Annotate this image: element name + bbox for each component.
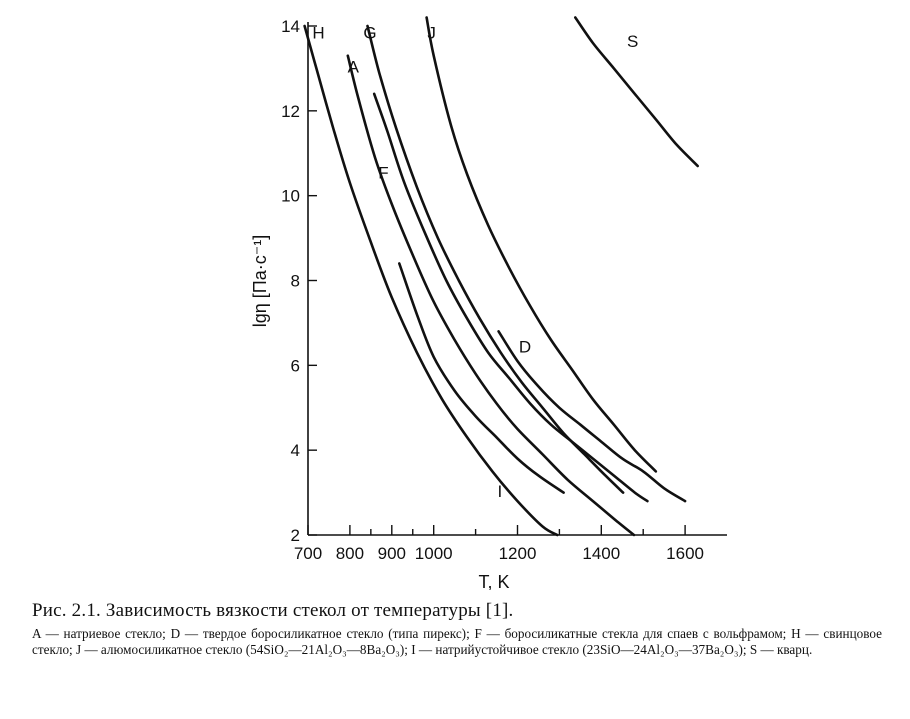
curve-label-G: G bbox=[363, 24, 376, 43]
y-tick-label: 6 bbox=[291, 356, 300, 375]
y-tick-label: 8 bbox=[291, 272, 300, 291]
curve-label-H: H bbox=[312, 24, 324, 43]
figure-caption: Рис. 2.1. Зависимость вязкости стекол от… bbox=[32, 600, 882, 657]
curve-label-F: F bbox=[378, 164, 388, 183]
x-axis-title: T, K bbox=[478, 572, 509, 590]
y-tick-label: 4 bbox=[291, 441, 300, 460]
curve-G bbox=[366, 24, 625, 494]
curve-label-I: I bbox=[498, 482, 503, 501]
y-tick-label: 10 bbox=[281, 187, 300, 206]
curve-label-A: A bbox=[348, 58, 360, 77]
x-tick-label: 700 bbox=[294, 544, 322, 563]
x-tick-label: 1400 bbox=[582, 544, 620, 563]
y-axis-title: lgη [Па·с⁻¹] bbox=[250, 235, 270, 327]
x-tick-label: 1200 bbox=[499, 544, 537, 563]
caption-legend: A — натриевое стекло; D — твердое бороси… bbox=[32, 626, 882, 657]
chart-axes: 700 800 900 1000 1200 1400 1600 2 4 6 8 10 12 14 bbox=[281, 17, 727, 563]
x-tick-label: 800 bbox=[336, 544, 364, 563]
curve-I bbox=[398, 262, 565, 494]
curve-H bbox=[303, 24, 559, 537]
caption-title: Рис. 2.1. Зависимость вязкости стекол от… bbox=[32, 600, 514, 621]
curve-D bbox=[497, 330, 687, 503]
y-tick-label: 2 bbox=[291, 526, 300, 545]
curve-J bbox=[425, 16, 658, 473]
curve-F bbox=[372, 92, 649, 503]
curve-label-D: D bbox=[519, 338, 531, 357]
curve-label-J: J bbox=[427, 24, 436, 43]
y-tick-label: 12 bbox=[281, 102, 300, 121]
chart-curves bbox=[303, 16, 699, 537]
y-tick-label: 14 bbox=[281, 17, 300, 36]
x-tick-label: 1000 bbox=[415, 544, 453, 563]
viscosity-chart: 700 800 900 1000 1200 1400 1600 2 4 6 8 10 12 14 H AG F… bbox=[250, 16, 727, 590]
x-tick-label: 1600 bbox=[666, 544, 704, 563]
curve-label-S: S bbox=[627, 32, 638, 51]
x-tick-label: 900 bbox=[378, 544, 406, 563]
chart-curve-labels: H AG F J D I S bbox=[312, 24, 638, 501]
curve-A bbox=[346, 54, 636, 537]
curve-S bbox=[574, 16, 699, 168]
